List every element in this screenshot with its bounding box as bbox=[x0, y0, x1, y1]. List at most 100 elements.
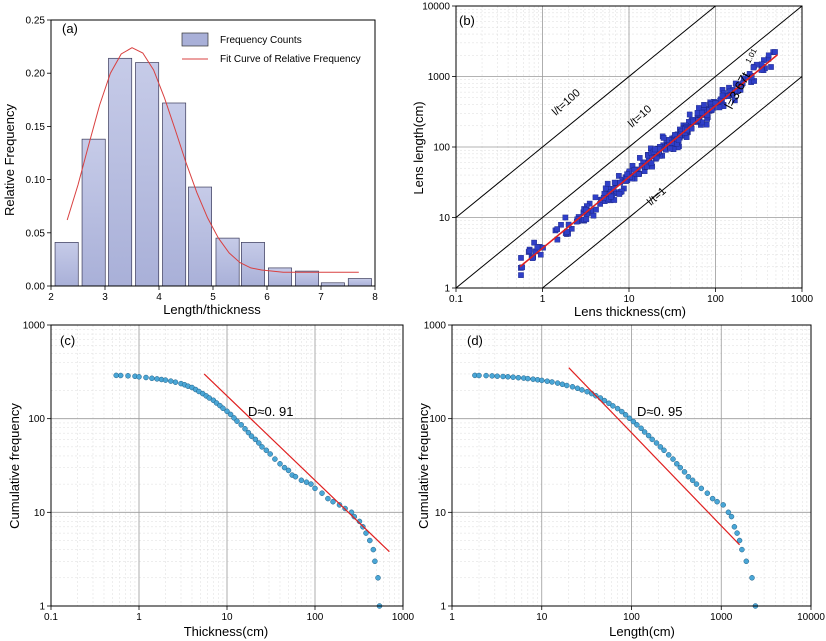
scatter-point bbox=[518, 255, 524, 261]
cumulative-point bbox=[681, 469, 688, 475]
scatter-point bbox=[765, 52, 772, 59]
fit-line bbox=[519, 54, 778, 268]
panel-c-x-tick-label: 1 bbox=[136, 612, 142, 623]
cumulative-point bbox=[515, 374, 522, 381]
panel-a-y-tick-label: 0.20 bbox=[26, 69, 46, 80]
scatter-point bbox=[696, 105, 702, 111]
scatter-point bbox=[592, 194, 599, 201]
panel-b-xlabel: Lens thickness(cm) bbox=[574, 304, 686, 319]
cumulative-point bbox=[136, 374, 142, 380]
cumulative-point bbox=[734, 530, 740, 536]
panel-d-x-tick-label: 10000 bbox=[797, 612, 825, 623]
reference-label-10: l/t=10 bbox=[626, 103, 654, 130]
cumulative-point bbox=[227, 411, 234, 418]
panel-c-x-tick-label: 100 bbox=[307, 612, 324, 623]
panel-a-y-tick-label: 0.00 bbox=[26, 282, 46, 293]
cumulative-point bbox=[483, 372, 489, 379]
scatter-point bbox=[750, 64, 757, 71]
scatter-point bbox=[590, 212, 597, 219]
cumulative-point bbox=[489, 373, 495, 379]
panel-d-grid bbox=[452, 325, 811, 606]
scatter-point bbox=[562, 214, 569, 221]
scatter-point bbox=[637, 155, 643, 161]
panel-b-label: (b) bbox=[459, 13, 475, 28]
panel-a-x-tick-label: 5 bbox=[210, 292, 216, 303]
cumulative-point bbox=[372, 558, 378, 565]
cumulative-point bbox=[330, 498, 336, 505]
cumulative-point bbox=[336, 502, 343, 508]
panel-b-x-tick-label: 10 bbox=[623, 294, 635, 305]
panel-a-y-tick-label: 0.10 bbox=[26, 175, 46, 186]
scatter-point bbox=[660, 135, 667, 141]
scatter-point bbox=[772, 49, 778, 55]
cumulative-point bbox=[319, 490, 325, 496]
cumulative-point bbox=[614, 405, 621, 412]
histogram-bar bbox=[241, 242, 265, 287]
panel-a-ylabel: Relative Frequency bbox=[2, 104, 17, 216]
cumulative-point bbox=[549, 379, 555, 385]
cumulative-point bbox=[154, 376, 160, 382]
panel-a-label: (a) bbox=[62, 21, 78, 36]
cumulative-point bbox=[530, 376, 536, 382]
cumulative-point bbox=[693, 481, 700, 487]
cumulative-point bbox=[698, 485, 705, 492]
scatter-point bbox=[583, 216, 590, 223]
panel-a-y-tick-label: 0.05 bbox=[26, 228, 46, 239]
cumulative-point bbox=[494, 373, 501, 379]
panel-b-x-tick-label: 1000 bbox=[791, 294, 814, 305]
cumulative-point bbox=[298, 477, 305, 484]
cumulative-point bbox=[645, 432, 652, 439]
cumulative-point bbox=[303, 479, 310, 485]
panel-a-histogram: Length/thickness Relative Frequency 2 3 4 5… bbox=[2, 16, 378, 318]
cumulative-point bbox=[510, 374, 516, 380]
panel-c-x-tick-label: 0.1 bbox=[44, 612, 58, 623]
cumulative-point bbox=[308, 481, 314, 487]
panel-c-annotation: D≈0. 91 bbox=[248, 404, 293, 419]
scatter-point bbox=[768, 64, 774, 70]
scatter-point bbox=[616, 191, 623, 197]
fit-equation-label: l=3.67t 1.01 bbox=[721, 46, 759, 111]
cumulative-point bbox=[125, 373, 131, 379]
panel-b-y-tick-label: 100 bbox=[433, 143, 450, 154]
panel-a-bars bbox=[54, 57, 372, 287]
cumulative-point bbox=[554, 380, 561, 386]
scatter-point bbox=[569, 225, 575, 232]
panel-d-x-tick-label: 1000 bbox=[710, 612, 733, 623]
scatter-point bbox=[526, 248, 533, 254]
cumulative-point bbox=[206, 395, 213, 401]
cumulative-point bbox=[248, 433, 255, 439]
cumulative-point bbox=[749, 575, 755, 581]
cumulative-point bbox=[569, 384, 576, 390]
cumulative-point bbox=[736, 537, 743, 544]
panel-a-x-tick-label: 4 bbox=[156, 292, 162, 303]
cumulative-point bbox=[375, 575, 381, 581]
scatter-point bbox=[611, 197, 618, 203]
histogram-bar bbox=[54, 242, 79, 287]
cumulative-point bbox=[325, 495, 331, 502]
cumulative-point bbox=[689, 477, 696, 484]
cumulative-point bbox=[584, 388, 590, 395]
cumulative-point bbox=[285, 467, 292, 474]
cumulative-point bbox=[539, 377, 545, 384]
cumulative-point bbox=[263, 447, 270, 454]
cumulative-point bbox=[731, 524, 738, 530]
scatter-point bbox=[737, 87, 744, 93]
histogram-bar bbox=[215, 237, 240, 287]
panel-a-xlabel: Length/thickness bbox=[163, 302, 261, 317]
panel-b-grid bbox=[456, 6, 802, 288]
cumulative-point bbox=[505, 374, 511, 380]
cumulative-point bbox=[630, 418, 637, 425]
panel-a-x-tick-label: 7 bbox=[318, 292, 324, 303]
cumulative-point bbox=[728, 513, 735, 520]
cumulative-point bbox=[714, 498, 720, 505]
power-law-fit-line bbox=[568, 367, 741, 546]
scatter-point bbox=[604, 180, 611, 187]
cumulative-point bbox=[172, 379, 179, 385]
cumulative-point bbox=[224, 408, 230, 415]
cumulative-point bbox=[242, 426, 248, 432]
panel-b-plot-frame bbox=[455, 5, 803, 289]
panel-d-cumulative: 1 10 100 1000 10000 1 10 100 1000 (d) Length(cm)… bbox=[416, 321, 825, 640]
scatter-point bbox=[732, 80, 739, 87]
